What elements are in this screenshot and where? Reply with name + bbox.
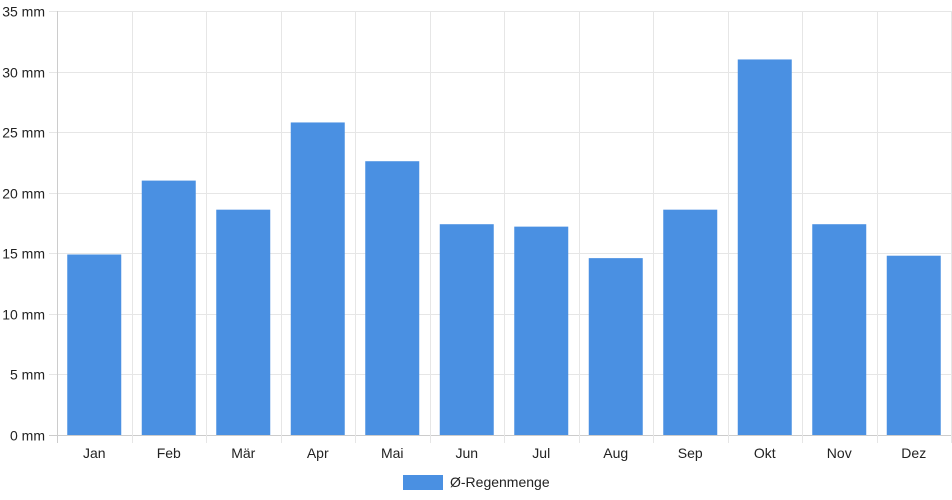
x-tick-label: Mai (381, 445, 404, 461)
legend[interactable]: Ø-Regenmenge (403, 474, 550, 490)
x-tick-label: Jun (455, 445, 478, 461)
x-tick-label: Jul (532, 445, 550, 461)
bar-dez[interactable] (886, 255, 941, 435)
bar-nov[interactable] (812, 224, 867, 435)
y-tick-label: 0 mm (10, 428, 45, 444)
x-axis: Jan Feb Mär Apr Mai Jun Jul Aug Sep Okt Nov Dez (83, 445, 926, 461)
x-tick-label: Jan (83, 445, 106, 461)
bar-jul[interactable] (514, 226, 569, 435)
x-tick-label: Dez (901, 445, 926, 461)
bar-apr[interactable] (290, 122, 345, 436)
x-tick-label: Apr (307, 445, 329, 461)
y-axis: 0 mm 5 mm 10 mm 15 mm 20 mm 25 mm 30 mm 35 mm (2, 4, 45, 444)
bar-aug[interactable] (588, 258, 643, 435)
y-tick-label: 30 mm (2, 65, 45, 81)
bar-jan[interactable] (67, 254, 122, 435)
x-tick-label: Nov (827, 445, 852, 461)
grid-lines (49, 11, 952, 443)
bar-jun[interactable] (439, 224, 494, 435)
x-tick-label: Mär (231, 445, 255, 461)
bar-feb[interactable] (141, 180, 196, 435)
legend-swatch (403, 475, 443, 490)
x-tick-label: Sep (678, 445, 703, 461)
y-tick-label: 10 mm (2, 307, 45, 323)
y-tick-label: 15 mm (2, 246, 45, 262)
y-tick-label: 25 mm (2, 125, 45, 141)
x-tick-label: Okt (754, 445, 776, 461)
bar-mär[interactable] (216, 209, 271, 435)
y-tick-label: 20 mm (2, 186, 45, 202)
legend-label: Ø-Regenmenge (450, 474, 550, 490)
y-tick-label: 5 mm (10, 367, 45, 383)
x-tick-label: Feb (157, 445, 181, 461)
bar-mai[interactable] (365, 161, 420, 435)
y-tick-label: 35 mm (2, 4, 45, 20)
bar-okt[interactable] (737, 59, 792, 435)
bars (67, 59, 941, 436)
bar-sep[interactable] (663, 209, 718, 435)
x-tick-label: Aug (603, 445, 628, 461)
